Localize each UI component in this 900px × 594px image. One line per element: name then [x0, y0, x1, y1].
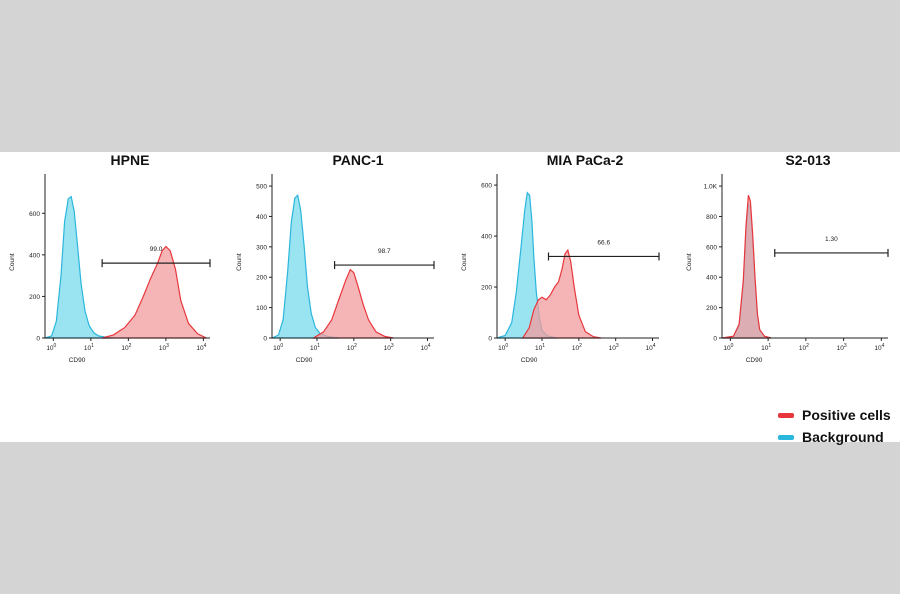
series-background-hpne	[44, 195, 114, 339]
x-tick-label-s2-013: 102	[799, 343, 809, 352]
x-tick-label-mia-paca-2: 103	[609, 343, 619, 352]
series-background-panc-1	[271, 193, 340, 339]
gate-label-s2-013: 1.30	[825, 236, 838, 243]
x-tick-label-panc-1: 100	[273, 343, 283, 352]
y-tick-label-mia-paca-2: 200	[481, 285, 492, 292]
x-tick-label-s2-013: 104	[874, 343, 884, 352]
x-tick-label-hpne: 103	[159, 343, 169, 352]
legend: Positive cells Background	[778, 404, 898, 448]
gate-label-mia-paca-2: 66.6	[597, 239, 610, 246]
legend-label-background: Background	[802, 429, 884, 445]
legend-swatch-positive	[778, 412, 794, 418]
x-tick-label-mia-paca-2: 101	[535, 343, 545, 352]
x-tick-label-s2-013: 100	[723, 343, 733, 352]
y-tick-label-panc-1: 400	[256, 214, 267, 221]
x-tick-label-mia-paca-2: 102	[572, 343, 582, 352]
x-tick-label-panc-1: 104	[421, 343, 431, 352]
chart-title-s2-013: S2-013	[785, 152, 830, 168]
chart-title-mia-paca-2: MIA PaCa-2	[547, 152, 624, 168]
x-tick-label-hpne: 102	[121, 343, 131, 352]
x-tick-label-hpne: 100	[46, 343, 56, 352]
series-positive-cells-hpne	[101, 245, 207, 339]
gate-label-hpne: 99.0	[150, 246, 163, 253]
x-axis-label-hpne: CD90	[69, 357, 86, 364]
chart-title-hpne: HPNE	[111, 152, 150, 168]
y-tick-label-hpne: 0	[36, 336, 40, 343]
y-axis-label-hpne: Count	[9, 253, 16, 271]
series-positive-cells-panc-1	[311, 268, 394, 339]
y-tick-label-s2-013: 200	[706, 305, 717, 312]
y-tick-label-s2-013: 0	[713, 336, 717, 343]
y-axis-label-s2-013: Count	[686, 253, 693, 271]
y-tick-label-panc-1: 0	[263, 336, 267, 343]
y-tick-label-s2-013: 800	[706, 214, 717, 221]
figure-panel: HPNE 0 200 400 600 100 101 102 103 104 CD90 Count 99…	[0, 152, 900, 445]
y-tick-label-hpne: 400	[29, 252, 40, 259]
legend-label-positive: Positive cells	[802, 407, 891, 423]
y-tick-label-mia-paca-2: 400	[481, 234, 492, 241]
x-axis-label-panc-1: CD90	[296, 357, 313, 364]
x-tick-label-panc-1: 103	[384, 343, 394, 352]
gate-label-panc-1: 98.7	[378, 248, 391, 255]
series-positive-cells-mia-paca-2	[521, 248, 602, 339]
x-tick-label-s2-013: 103	[837, 343, 847, 352]
y-tick-label-panc-1: 300	[256, 244, 267, 251]
y-tick-label-mia-paca-2: 0	[488, 336, 492, 343]
x-tick-label-hpne: 104	[196, 343, 206, 352]
y-tick-label-s2-013: 600	[706, 244, 717, 251]
y-tick-label-mia-paca-2: 600	[481, 183, 492, 190]
y-tick-label-s2-013: 1.0K	[704, 184, 718, 191]
legend-item-positive: Positive cells	[778, 404, 898, 426]
x-axis-label-mia-paca-2: CD90	[521, 357, 538, 364]
y-tick-label-s2-013: 400	[706, 275, 717, 282]
y-tick-label-hpne: 200	[29, 294, 40, 301]
x-axis-label-s2-013: CD90	[746, 357, 763, 364]
legend-item-background: Background	[778, 426, 898, 448]
x-tick-label-panc-1: 101	[310, 343, 320, 352]
chart-title-panc-1: PANC-1	[332, 152, 383, 168]
x-tick-label-hpne: 101	[84, 343, 94, 352]
y-axis-label-mia-paca-2: Count	[461, 253, 468, 271]
y-tick-label-panc-1: 200	[256, 275, 267, 282]
y-tick-label-panc-1: 500	[256, 184, 267, 191]
x-tick-label-mia-paca-2: 104	[646, 343, 656, 352]
y-tick-label-panc-1: 100	[256, 305, 267, 312]
series-positive-cells-s2-013	[721, 195, 772, 339]
legend-swatch-background	[778, 434, 794, 440]
charts-canvas: HPNE 0 200 400 600 100 101 102 103 104 CD90 Count 99…	[9, 152, 889, 364]
y-axis-label-panc-1: Count	[236, 253, 243, 271]
x-tick-label-mia-paca-2: 100	[498, 343, 508, 352]
x-tick-label-s2-013: 101	[761, 343, 771, 352]
x-tick-label-panc-1: 102	[347, 343, 357, 352]
y-tick-label-hpne: 600	[29, 211, 40, 218]
